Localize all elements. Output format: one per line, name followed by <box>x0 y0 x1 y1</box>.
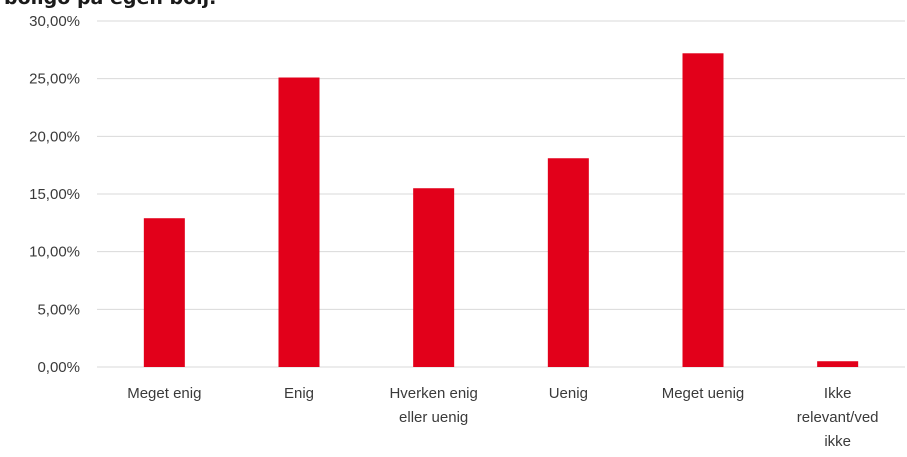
x-category-label: Enig <box>284 385 314 402</box>
x-category-label: Meget uenig <box>662 385 745 402</box>
bar <box>817 361 859 367</box>
y-tick-label: 0,00% <box>37 359 80 376</box>
x-category-label: relevant/ved <box>797 409 879 426</box>
bar <box>143 218 185 367</box>
bar <box>413 188 455 367</box>
y-tick-label: 20,00% <box>29 128 80 145</box>
y-tick-label: 10,00% <box>29 244 80 261</box>
x-category-label: Hverken enig <box>389 385 477 402</box>
x-category-label: Uenig <box>549 385 588 402</box>
bar <box>278 77 320 367</box>
y-tick-label: 30,00% <box>29 13 80 30</box>
x-category-label: ikke <box>824 433 851 450</box>
chart-title: boligo på egen boij. <box>4 0 216 9</box>
bar <box>682 53 724 367</box>
y-tick-label: 25,00% <box>29 71 80 88</box>
y-tick-label: 15,00% <box>29 186 80 203</box>
bar <box>547 158 589 367</box>
y-tick-label: 5,00% <box>37 301 80 318</box>
x-category-label: Ikke <box>824 385 852 402</box>
x-category-label: Meget enig <box>127 385 201 402</box>
x-category-label: eller uenig <box>399 409 468 426</box>
